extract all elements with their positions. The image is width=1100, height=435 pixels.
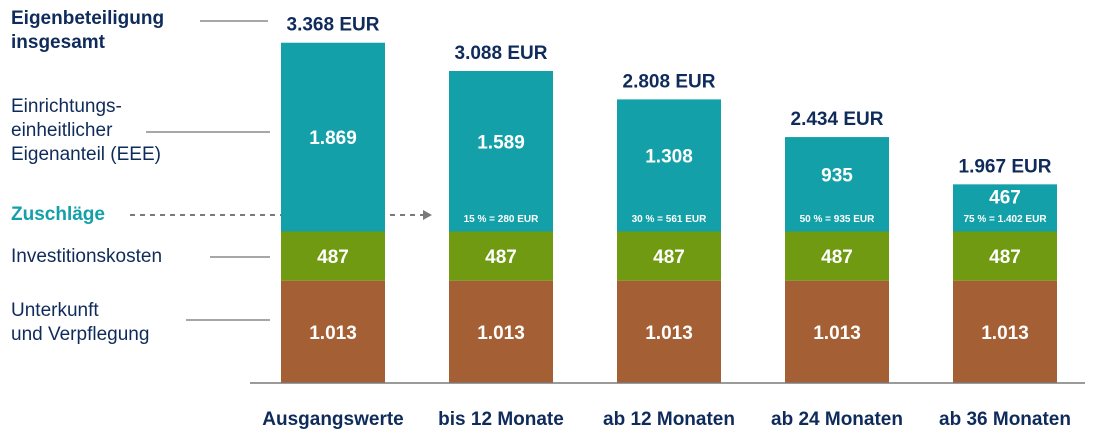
zuschlag-label: 15 % = 280 EUR [464,214,540,225]
bar-segment [449,280,553,383]
bar-segment [281,280,385,383]
category-label: ab 36 Monaten [939,409,1071,430]
legend: Eigenbeteiligung insgesamt Einrichtungs-ei… [11,8,432,345]
bar-value-label: 1.589 [477,132,525,153]
zuschlag-label: 30 % = 561 EUR [632,214,708,225]
zuschlag-label: 75 % = 1.402 EUR [963,214,1047,225]
legend-label: Unterkunft und Verpflegung [11,300,149,345]
bar-total-label: 1.967 EUR [959,156,1052,177]
bar-segment [617,231,721,281]
bar-value-label: 1.013 [477,323,525,344]
bar-value-label: 1.013 [813,323,861,344]
category-label: ab 12 Monaten [603,409,735,430]
bar-segment [281,42,385,232]
bar-segment [617,280,721,383]
bar-total-label: 2.434 EUR [791,109,884,130]
bar-value-label: 1.013 [645,323,693,344]
bar-segment [953,231,1057,281]
bar-value-label: 1.869 [309,128,357,149]
bar-total-label: 2.808 EUR [623,71,716,92]
bar-total-label: 3.088 EUR [455,43,548,64]
bar-value-label: 1.013 [981,323,1029,344]
bar-value-label: 487 [317,247,349,268]
arrow-head-icon [423,210,432,220]
bar-value-label: 487 [989,247,1021,268]
bar-segment [785,280,889,383]
legend-label: Einrichtungs-einheitlicher Eigenanteil (E… [11,96,161,165]
bars: 1.013 487 1.869 3.368 EUR Ausgangswerte 1.013… [262,15,1071,430]
bar-value-label: 935 [821,165,853,186]
bar-value-label: 487 [821,247,853,268]
bar-segment [449,71,553,232]
bar-segment [953,280,1057,383]
bar-total-label: 3.368 EUR [287,15,380,36]
bar-segment [281,231,385,281]
bar-value-label: 487 [485,247,517,268]
legend-label: Investitionskosten [11,246,162,267]
bar-segment [449,231,553,281]
category-label: ab 24 Monaten [771,409,903,430]
bar-segment [785,137,889,232]
zuschlag-label: 50 % = 935 EUR [800,214,876,225]
bar-value-label: 1.013 [309,323,357,344]
legend-label: Zuschläge [11,204,105,225]
bar-segment [617,99,721,232]
category-label: Ausgangswerte [262,409,403,430]
bar-value-label: 487 [653,247,685,268]
bar-segment [953,184,1057,232]
legend-label: Eigenbeteiligung insgesamt [11,8,164,53]
bar-segment [785,231,889,281]
category-label: bis 12 Monate [438,409,564,430]
bar-value-label: 1.308 [645,146,693,167]
bar-value-label: 467 [989,187,1021,208]
